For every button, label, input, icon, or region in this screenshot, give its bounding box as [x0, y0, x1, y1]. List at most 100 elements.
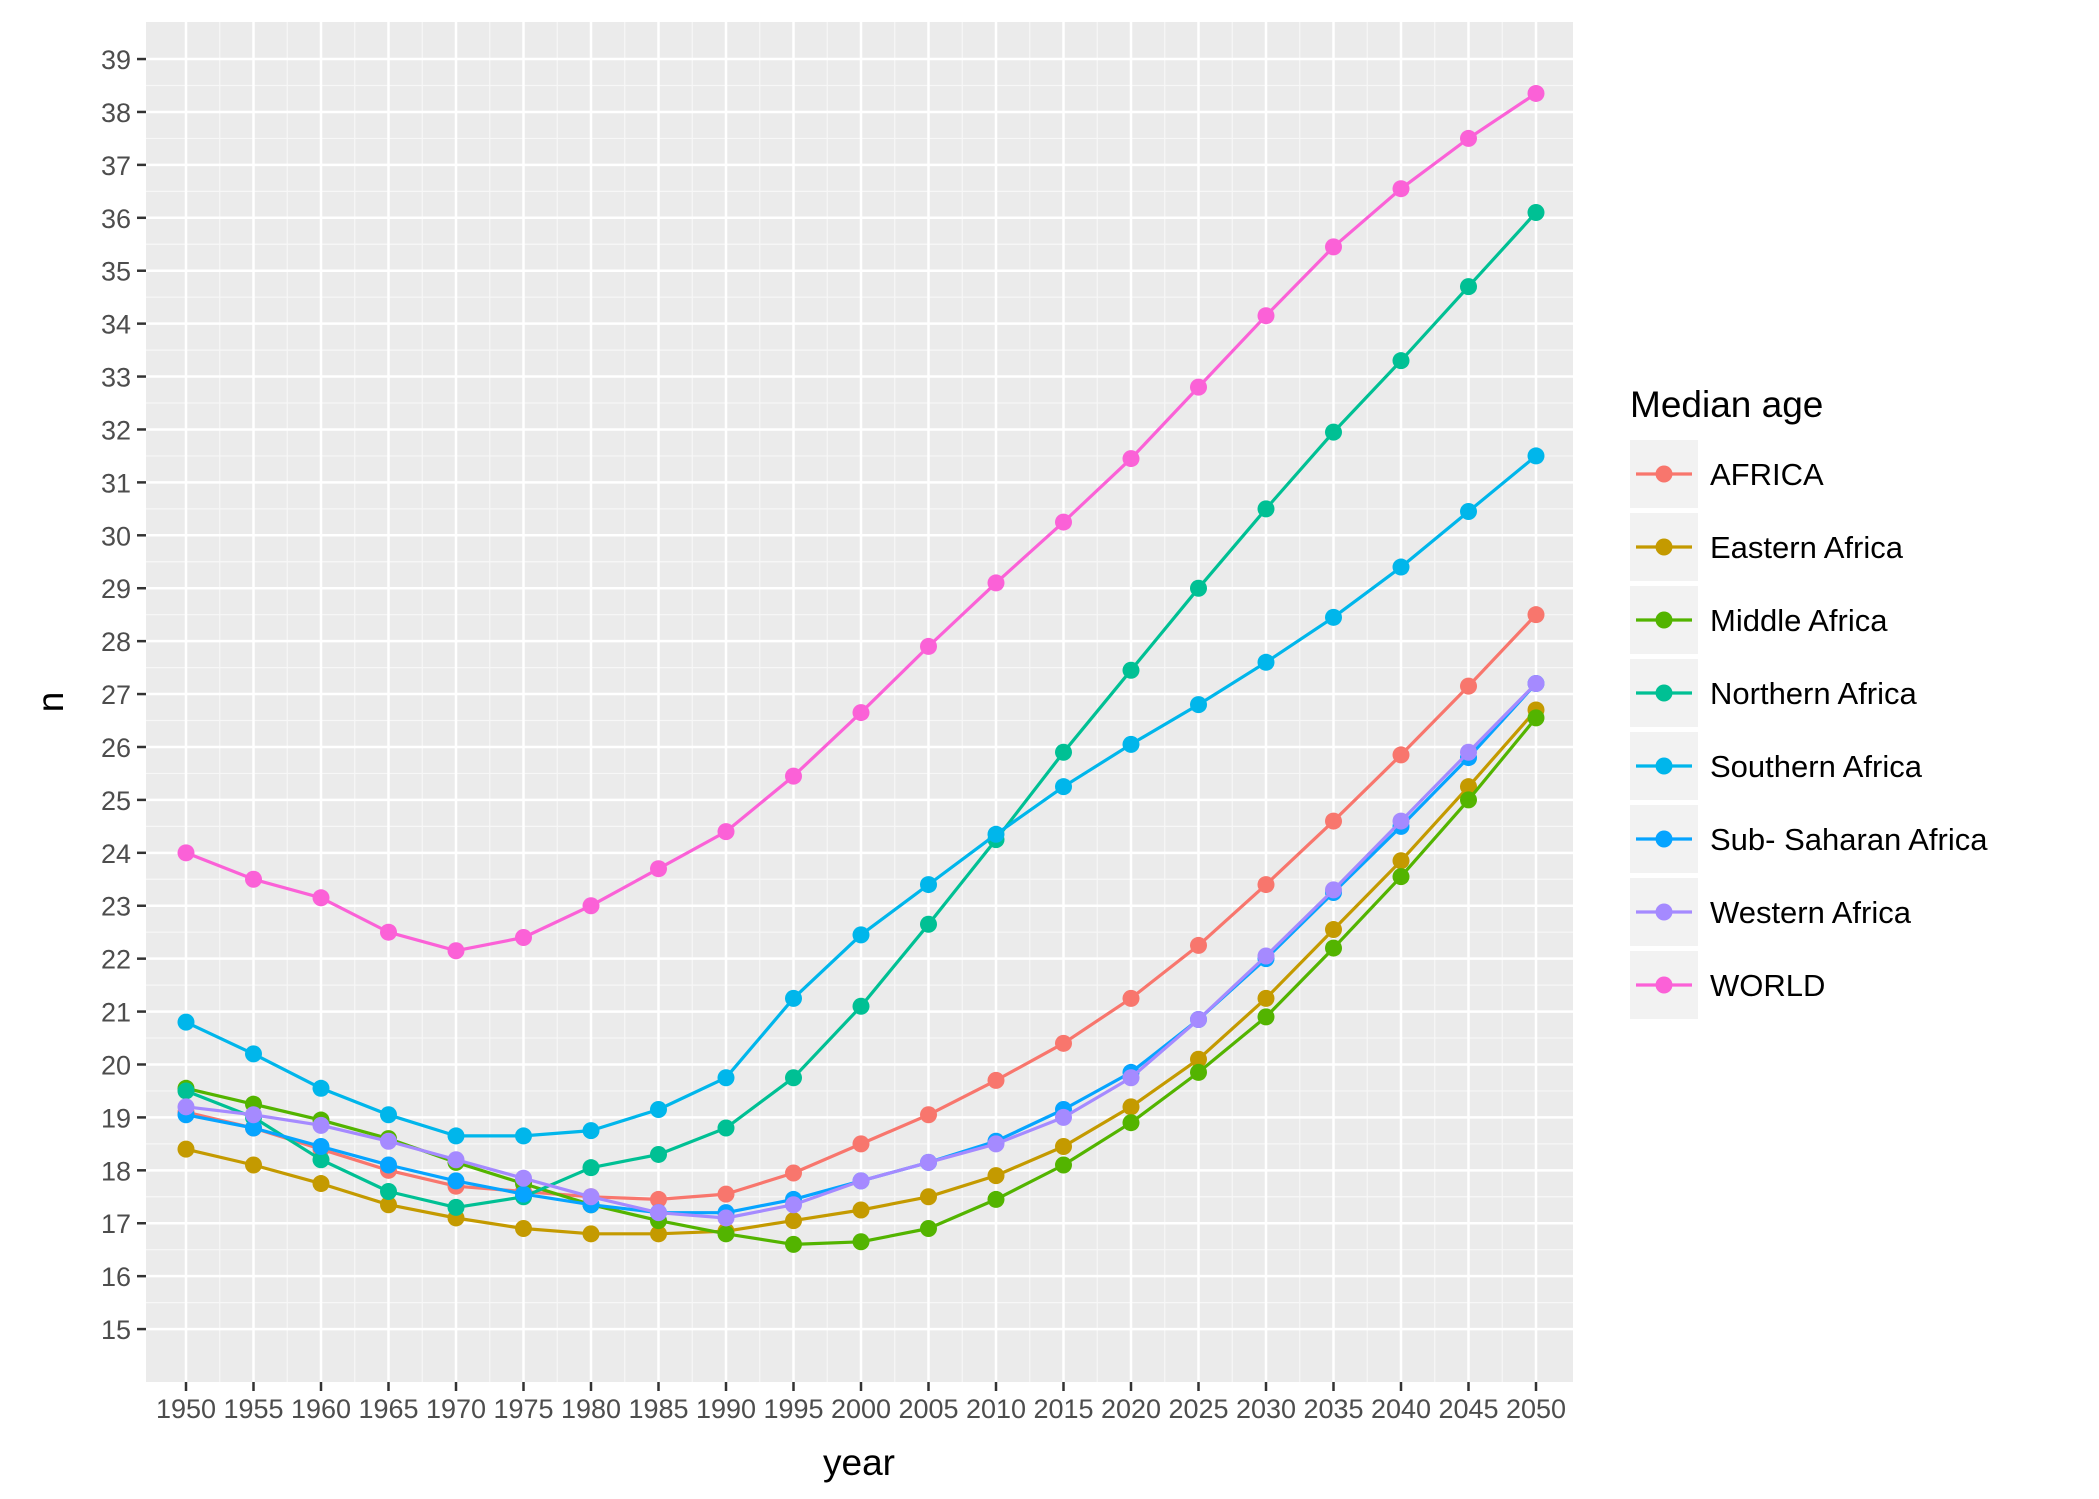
legend-key-point [1655, 538, 1673, 556]
x-tick-label: 2030 [1236, 1394, 1296, 1424]
series-africa [177, 606, 1545, 1208]
y-tick-label: 23 [101, 892, 131, 922]
data-point-western-africa [1190, 1011, 1207, 1029]
data-point-southern-africa [650, 1100, 667, 1118]
data-point-northern-africa [1122, 661, 1140, 679]
data-point-middle-africa [1325, 939, 1342, 957]
data-point-world [245, 870, 262, 888]
y-tick-label: 30 [101, 521, 131, 551]
x-axis-title: year [823, 1442, 895, 1483]
data-point-eastern-africa [1392, 852, 1410, 870]
data-point-africa [920, 1106, 937, 1124]
y-tick-label: 31 [101, 468, 131, 498]
data-point-southern-africa [1190, 696, 1207, 714]
data-point-eastern-africa [1122, 1098, 1140, 1116]
y-axis-title: n [30, 692, 71, 713]
data-point-western-africa [1257, 947, 1275, 965]
data-point-southern-africa [1460, 502, 1477, 520]
data-point-eastern-africa [920, 1188, 937, 1206]
data-point-eastern-africa [245, 1156, 262, 1174]
data-point-eastern-africa [177, 1140, 195, 1158]
legend-label: Northern Africa [1710, 676, 1918, 711]
data-point-world [380, 923, 397, 941]
data-point-southern-africa [380, 1106, 397, 1124]
data-point-africa [1392, 746, 1410, 764]
data-point-southern-africa [245, 1045, 262, 1063]
legend-item-sub-saharan-africa: Sub- Saharan Africa [1630, 805, 1988, 873]
data-point-sub-saharan-africa [515, 1185, 532, 1203]
data-point-africa [1460, 677, 1477, 695]
legend-item-africa: AFRICA [1630, 440, 1824, 508]
data-point-western-africa [1460, 743, 1477, 761]
data-point-western-africa [582, 1188, 600, 1206]
legend-key-point [1655, 684, 1673, 702]
y-tick-label: 37 [101, 151, 131, 181]
data-point-middle-africa [1392, 868, 1410, 886]
x-tick-label: 1955 [223, 1394, 283, 1424]
data-point-southern-africa [987, 825, 1005, 843]
legend-item-southern-africa: Southern Africa [1630, 732, 1923, 800]
legend-key-point [1655, 976, 1673, 994]
data-point-eastern-africa [1190, 1050, 1207, 1068]
y-tick-label: 27 [101, 680, 131, 710]
x-tick-label: 1960 [291, 1394, 351, 1424]
data-point-sub-saharan-africa [312, 1138, 330, 1156]
legend-key-point [1655, 903, 1673, 921]
data-point-eastern-africa [380, 1196, 397, 1214]
data-point-northern-africa [312, 1151, 330, 1169]
data-point-middle-africa [1257, 1008, 1275, 1026]
x-tick-label: 2035 [1303, 1394, 1363, 1424]
data-point-western-africa [1325, 881, 1342, 899]
data-point-southern-africa [920, 876, 937, 894]
data-point-southern-africa [447, 1127, 465, 1145]
data-point-africa [650, 1190, 667, 1208]
data-point-western-africa [380, 1132, 397, 1150]
data-point-eastern-africa [785, 1212, 802, 1230]
data-point-northern-africa [1055, 743, 1072, 761]
data-point-world [987, 574, 1005, 592]
data-point-southern-africa [582, 1122, 600, 1140]
data-point-world [1055, 513, 1072, 531]
y-tick-label: 39 [101, 45, 131, 75]
y-tick-label: 21 [101, 998, 131, 1028]
data-point-northern-africa [1460, 278, 1477, 296]
data-point-western-africa [920, 1153, 937, 1171]
data-point-southern-africa [852, 926, 870, 944]
data-point-sub-saharan-africa [245, 1119, 262, 1137]
data-point-western-africa [1055, 1108, 1072, 1126]
legend-key-point [1655, 611, 1673, 629]
data-point-world [1122, 450, 1140, 468]
y-tick-label: 16 [101, 1262, 131, 1292]
data-point-eastern-africa [852, 1201, 870, 1219]
data-point-northern-africa [1392, 352, 1410, 370]
data-point-world [717, 823, 735, 841]
y-tick-label: 29 [101, 574, 131, 604]
y-tick-label: 19 [101, 1103, 131, 1133]
y-axis: 15 16 17 18 19 20 21 22 23 24 25 26 27 28 29 30 31 32 33 34… [101, 45, 146, 1345]
data-point-africa [1190, 936, 1207, 954]
major-gridlines [146, 22, 1573, 1382]
x-tick-label: 1975 [493, 1394, 553, 1424]
data-point-western-africa [1122, 1069, 1140, 1087]
data-point-world [650, 860, 667, 878]
data-point-western-africa [785, 1196, 802, 1214]
legend-label: Sub- Saharan Africa [1710, 822, 1988, 857]
x-tick-label: 2000 [831, 1394, 891, 1424]
data-point-northern-africa [852, 997, 870, 1015]
data-point-africa [1325, 812, 1342, 830]
data-point-southern-africa [177, 1013, 195, 1031]
data-point-africa [987, 1071, 1005, 1089]
legend-item-middle-africa: Middle Africa [1630, 586, 1888, 654]
data-point-sub-saharan-africa [447, 1172, 465, 1190]
x-tick-label: 2045 [1438, 1394, 1498, 1424]
y-tick-label: 32 [101, 415, 131, 445]
x-tick-label: 1980 [561, 1394, 621, 1424]
data-point-world [312, 889, 330, 907]
x-tick-label: 2050 [1506, 1394, 1566, 1424]
x-tick-label: 2015 [1033, 1394, 1093, 1424]
data-point-eastern-africa [1257, 989, 1275, 1007]
data-point-northern-africa [1257, 500, 1275, 518]
data-point-africa [1055, 1034, 1072, 1052]
data-point-northern-africa [582, 1159, 600, 1177]
y-tick-label: 34 [101, 310, 131, 340]
